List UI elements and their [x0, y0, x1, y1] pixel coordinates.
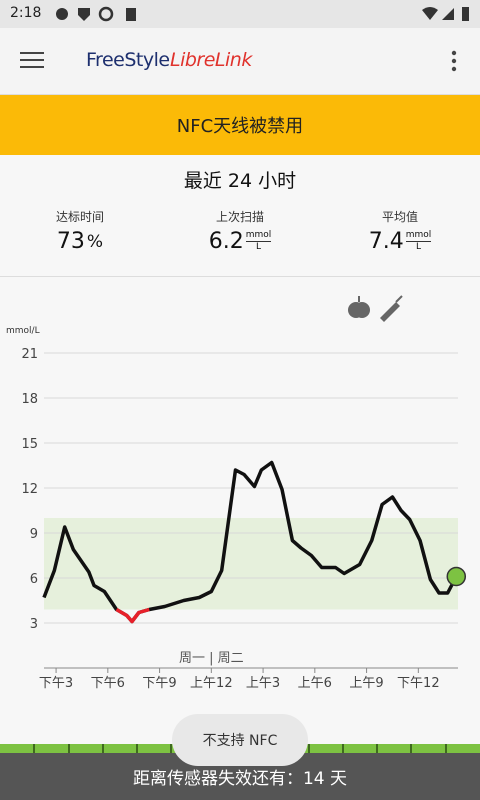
- stat-value-row: 7.4 mmol L: [320, 229, 480, 254]
- x-tick-label: 上午6: [298, 676, 332, 691]
- stat-label: 上次扫描: [215, 210, 264, 224]
- x-tick-label: 上午12: [190, 676, 233, 691]
- unit-den: L: [415, 242, 421, 252]
- stat: 达标时间 73%: [0, 208, 160, 254]
- app-bar: FreeStyle LibreLink: [0, 28, 480, 95]
- x-tick-label: 上午9: [349, 676, 383, 691]
- y-tick-label: 9: [30, 527, 38, 542]
- y-tick-label: 12: [21, 482, 38, 497]
- sensor-footer: 距离传感器失效还有：14 天: [0, 753, 480, 800]
- stat: 上次扫描 6.2 mmol L: [160, 208, 320, 254]
- nfc-banner[interactable]: NFC天线被禁用: [0, 95, 480, 155]
- glucose-line: [42, 460, 458, 624]
- y-tick-label: 21: [21, 347, 38, 362]
- stat-value-row: 6.2 mmol L: [160, 229, 320, 254]
- status-icons: [56, 6, 136, 22]
- unit-num: mmol: [405, 230, 432, 242]
- x-tick-label: 下午9: [142, 676, 176, 691]
- stat-unit: %: [86, 231, 104, 252]
- stat-label: 平均值: [381, 210, 418, 224]
- summary-title: 最近 24 小时: [183, 170, 297, 192]
- unit-den: L: [255, 242, 261, 252]
- stat-value-row: 73%: [0, 229, 160, 254]
- latest-reading: [446, 566, 467, 587]
- status-bar: 2:18: [0, 0, 480, 28]
- stat-value: 73: [56, 229, 85, 254]
- food-icon: [348, 296, 370, 318]
- day-divider: 周一 | 周二: [179, 651, 244, 666]
- y-tick-label: 15: [21, 437, 38, 452]
- x-tick-label: 下午3: [39, 676, 73, 691]
- stat-unit: mmol L: [245, 230, 272, 253]
- unit-num: mmol: [245, 230, 272, 242]
- menu-button[interactable]: [20, 50, 46, 70]
- stat-value: 6.2: [208, 229, 244, 254]
- stat-unit: mmol L: [405, 230, 432, 253]
- low-segment: [115, 607, 150, 624]
- insulin-icon: [380, 295, 403, 322]
- brand: FreeStyle: [86, 49, 170, 71]
- stat: 平均值 7.4 mmol L: [320, 208, 480, 254]
- clock: 2:18: [10, 5, 42, 21]
- x-tick-label: 下午12: [397, 676, 440, 691]
- x-tick-label: 下午6: [91, 676, 125, 691]
- y-tick-label: 3: [30, 617, 38, 632]
- brand-accent: LibreLink: [170, 49, 252, 71]
- stat-label: 达标时间: [55, 210, 104, 224]
- y-axis-label: mmol/L: [6, 326, 40, 336]
- overflow-menu[interactable]: [450, 50, 458, 72]
- y-tick-label: 18: [21, 392, 38, 407]
- y-tick-label: 6: [30, 572, 38, 587]
- divider: [0, 276, 480, 277]
- toast: 不支持 NFC: [172, 714, 308, 766]
- system-icons: [422, 7, 469, 21]
- x-tick-label: 上午3: [246, 676, 280, 691]
- stat-value: 7.4: [368, 229, 404, 254]
